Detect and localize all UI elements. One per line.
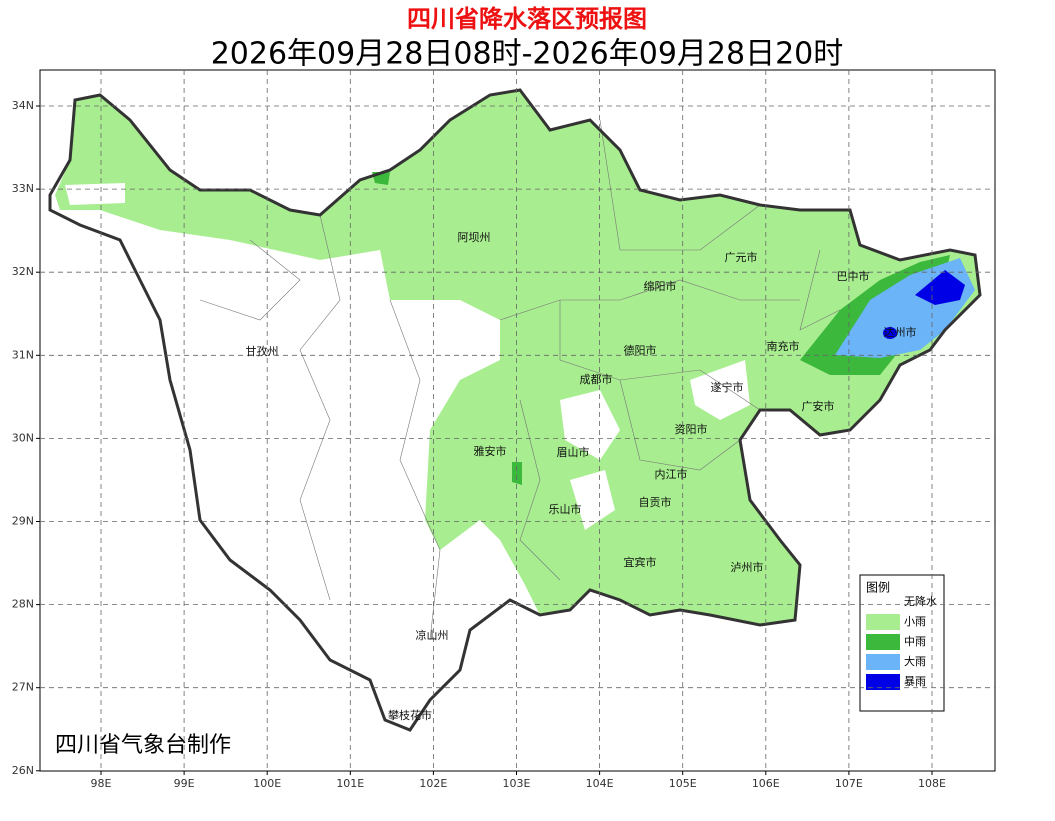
- place-label: 资阳市: [675, 422, 708, 436]
- place-label: 广元市: [725, 250, 758, 264]
- legend-title: 图例: [866, 581, 890, 595]
- place-label: 成都市: [580, 372, 613, 386]
- legend-label: 暴雨: [904, 675, 926, 688]
- legend-swatch: [866, 614, 900, 630]
- title: 四川省降水落区预报图: [407, 5, 647, 33]
- map-frame: [39, 69, 996, 772]
- x-tick-label: 107E: [835, 777, 863, 790]
- x-tick-label: 102E: [419, 777, 447, 790]
- district-borders: [199, 119, 841, 641]
- legend-swatch: [866, 634, 900, 650]
- x-tick-label: 99E: [174, 777, 195, 790]
- place-label: 绵阳市: [644, 279, 677, 293]
- place-label: 巴中市: [837, 269, 870, 283]
- y-tick-label: 29N: [12, 515, 34, 528]
- y-tick-label: 33N: [12, 182, 34, 195]
- place-label: 德阳市: [624, 343, 657, 357]
- place-label: 宜宾市: [624, 555, 657, 569]
- place-label: 泸州市: [731, 560, 764, 574]
- x-tick-label: 103E: [503, 777, 531, 790]
- y-tick-label: 31N: [12, 348, 34, 361]
- x-tick-label: 108E: [918, 777, 946, 790]
- place-label: 攀枝花市: [388, 708, 432, 722]
- rainstorm-area: [883, 327, 897, 339]
- place-label: 南充市: [767, 339, 800, 353]
- x-tick-label: 98E: [91, 777, 112, 790]
- x-tick-label: 100E: [253, 777, 281, 790]
- province-border: [48, 88, 982, 732]
- place-label: 眉山市: [557, 445, 590, 459]
- place-label: 遂宁市: [711, 380, 744, 394]
- place-label: 达州市: [884, 325, 917, 339]
- legend-swatch: [866, 654, 900, 670]
- legend-label: 小雨: [904, 615, 926, 628]
- place-label: 乐山市: [549, 502, 582, 516]
- subtitle: 2026年09月28日08时-2026年09月28日20时: [211, 37, 844, 72]
- x-tick-label: 104E: [586, 777, 614, 790]
- place-label: 凉山州: [416, 628, 449, 642]
- y-tick-label: 28N: [12, 598, 34, 611]
- x-tick-label: 105E: [669, 777, 697, 790]
- x-tick-label: 101E: [336, 777, 364, 790]
- y-tick-label: 34N: [12, 99, 34, 112]
- moderate-rain-area: [512, 462, 522, 485]
- legend-label: 大雨: [904, 654, 926, 668]
- credit: 四川省气象台制作: [55, 733, 231, 758]
- light-rain-area: [55, 90, 980, 625]
- place-label: 雅安市: [474, 444, 507, 458]
- legend-swatch: [866, 674, 900, 690]
- dry-patch: [65, 183, 125, 205]
- y-tick-label: 27N: [12, 681, 34, 694]
- place-label: 自贡市: [639, 495, 672, 509]
- dry-patch: [570, 470, 615, 530]
- map: [48, 88, 982, 732]
- legend-swatch: [866, 594, 900, 610]
- place-label: 广安市: [802, 399, 835, 413]
- dry-patch: [560, 390, 620, 460]
- place-label: 阿坝州: [458, 230, 491, 244]
- rainstorm-area: [915, 270, 965, 305]
- dry-patch: [690, 360, 750, 420]
- y-tick-label: 32N: [12, 265, 34, 278]
- place-label: 甘孜州: [246, 344, 279, 358]
- x-tick-label: 106E: [752, 777, 780, 790]
- place-label: 内江市: [655, 467, 688, 481]
- y-tick-label: 26N: [12, 764, 34, 777]
- y-tick-label: 30N: [12, 431, 34, 444]
- legend-label: 中雨: [904, 635, 926, 648]
- legend-label: 无降水: [904, 594, 937, 608]
